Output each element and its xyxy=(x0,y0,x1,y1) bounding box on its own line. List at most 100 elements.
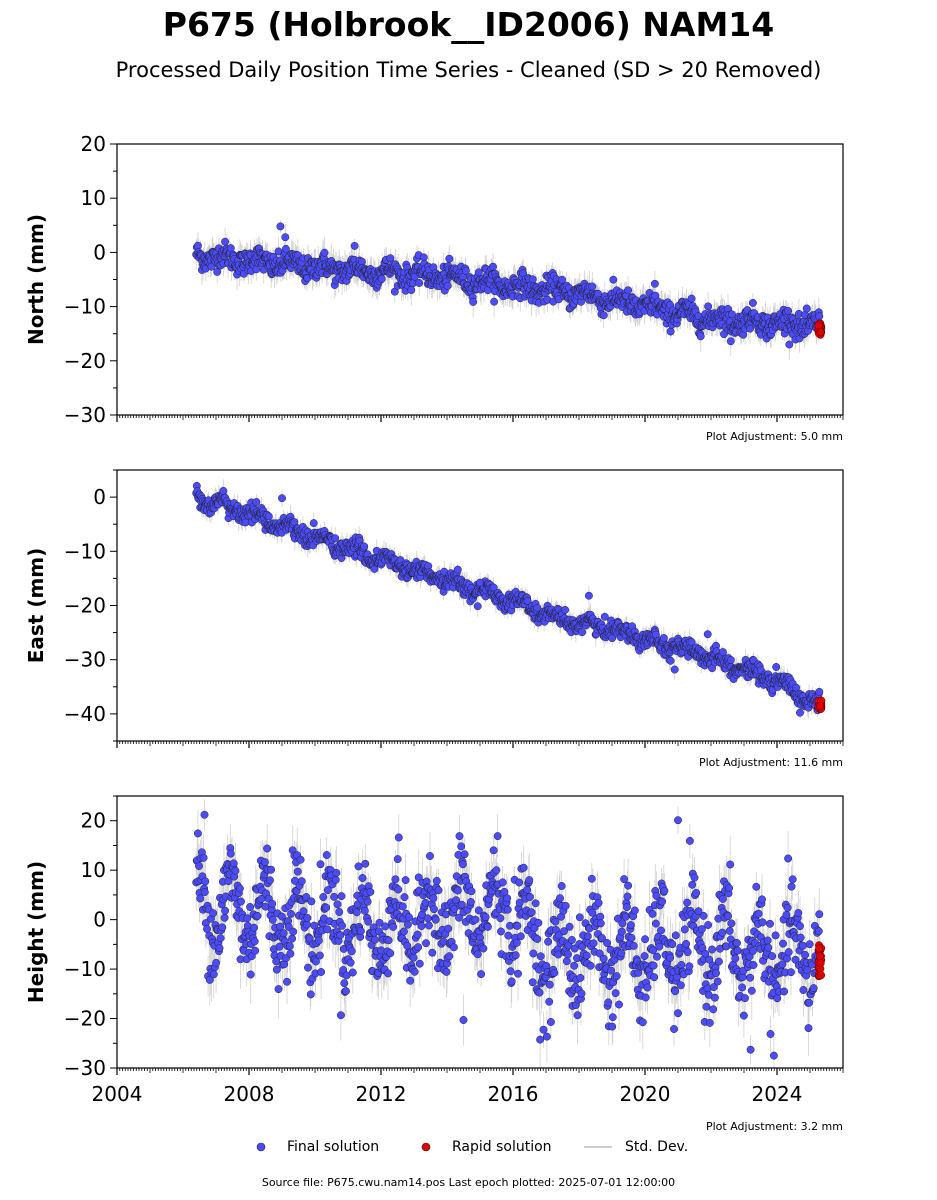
final-point xyxy=(199,853,208,862)
final-point xyxy=(641,993,650,1002)
final-point xyxy=(235,884,244,893)
final-point xyxy=(519,863,528,872)
final-point xyxy=(296,855,305,864)
final-point xyxy=(657,926,665,935)
final-point xyxy=(726,337,735,346)
y-axis-label: North (mm) xyxy=(24,214,48,345)
final-point xyxy=(533,603,542,612)
final-point xyxy=(709,1005,718,1014)
y-axis-label: East (mm) xyxy=(24,548,48,664)
final-point xyxy=(747,986,756,995)
final-point xyxy=(492,866,501,875)
final-point xyxy=(220,913,229,922)
y-tick-label: −30 xyxy=(64,403,106,427)
final-point xyxy=(443,281,452,290)
source-footer: Source file: P675.cwu.nam14.pos Last epo… xyxy=(261,1176,676,1189)
final-point xyxy=(607,966,616,975)
final-point xyxy=(768,952,777,961)
final-point xyxy=(714,957,723,966)
final-point xyxy=(424,921,433,930)
final-point xyxy=(459,1016,468,1024)
x-tick-label: 2024 xyxy=(752,1082,803,1106)
final-point xyxy=(650,973,659,982)
final-point xyxy=(771,931,780,940)
final-point xyxy=(674,816,682,825)
final-point xyxy=(710,993,719,1002)
final-point xyxy=(748,947,757,955)
final-point xyxy=(452,896,461,905)
final-point xyxy=(705,955,714,964)
final-point xyxy=(278,494,286,503)
final-point xyxy=(285,942,294,951)
final-point xyxy=(386,949,395,958)
final-point xyxy=(725,884,734,893)
final-point xyxy=(688,880,697,889)
rapid-point xyxy=(817,971,826,980)
final-point xyxy=(513,921,522,930)
final-point xyxy=(352,908,361,917)
final-point xyxy=(466,898,475,906)
final-point xyxy=(260,858,269,867)
final-point xyxy=(302,893,311,901)
legend: Final solution Rapid solution Std. Dev. xyxy=(0,1138,937,1158)
rapid-point xyxy=(816,702,825,710)
final-point xyxy=(423,914,432,923)
final-point xyxy=(216,934,225,943)
final-point xyxy=(193,829,202,838)
final-point xyxy=(398,902,407,911)
final-point xyxy=(802,304,811,313)
final-point xyxy=(783,903,792,912)
final-point xyxy=(389,922,398,931)
final-point xyxy=(558,275,567,284)
final-point xyxy=(363,897,372,906)
rapid-solution-points xyxy=(814,319,826,339)
final-point xyxy=(474,906,483,915)
final-point xyxy=(630,906,639,915)
final-point xyxy=(754,909,763,918)
final-point xyxy=(586,961,595,970)
final-point xyxy=(551,917,560,926)
final-point xyxy=(533,935,542,943)
final-point xyxy=(458,860,467,869)
plot-adjustment-note: Plot Adjustment: 3.2 mm xyxy=(706,1120,843,1133)
final-point xyxy=(281,233,290,242)
final-point xyxy=(682,939,690,948)
x-tick-label: 2020 xyxy=(620,1082,671,1106)
y-tick-label: 0 xyxy=(93,240,106,264)
final-point xyxy=(575,913,584,922)
final-point xyxy=(615,1000,623,1009)
final-point xyxy=(778,960,787,969)
final-point xyxy=(785,340,794,349)
final-point xyxy=(651,919,660,928)
final-point xyxy=(782,910,791,919)
final-point xyxy=(674,1009,682,1018)
final-point xyxy=(641,935,650,944)
legend-rapid-label: Rapid solution xyxy=(452,1139,552,1155)
final-point xyxy=(809,984,818,993)
final-point xyxy=(281,244,290,253)
final-point xyxy=(422,939,430,948)
final-point xyxy=(567,936,576,944)
final-point xyxy=(403,920,412,929)
final-point xyxy=(660,886,669,895)
final-point xyxy=(624,881,633,890)
final-point xyxy=(629,941,638,950)
final-point xyxy=(399,927,408,936)
final-point xyxy=(766,1030,775,1038)
final-point xyxy=(215,944,224,953)
y-tick-label: 10 xyxy=(81,186,106,210)
final-point xyxy=(297,877,306,886)
final-point xyxy=(415,959,424,968)
final-point xyxy=(561,605,570,614)
final-point xyxy=(666,953,675,962)
final-point xyxy=(560,927,568,936)
final-point xyxy=(288,934,297,943)
final-point xyxy=(309,519,318,528)
final-point xyxy=(331,875,340,884)
final-point xyxy=(406,976,415,985)
final-point xyxy=(589,939,598,948)
final-point xyxy=(670,665,679,674)
final-point xyxy=(556,894,564,903)
final-point xyxy=(504,931,513,940)
